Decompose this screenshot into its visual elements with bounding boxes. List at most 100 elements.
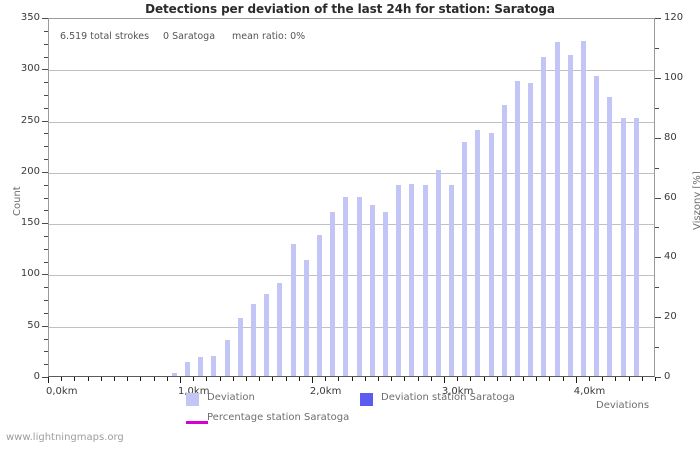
y2-tick-minor — [655, 227, 659, 229]
x-tick-minor — [457, 377, 459, 381]
bar — [501, 105, 507, 376]
x-tick-minor — [430, 377, 432, 381]
y-axis-left-title: Count — [12, 185, 23, 216]
y-tick-minor — [44, 197, 48, 199]
bar — [580, 40, 586, 376]
x-tick-minor — [509, 377, 511, 381]
y-tick-minor — [44, 133, 48, 135]
y-tick-label: 250 — [20, 114, 40, 126]
bar — [514, 80, 520, 376]
bar — [449, 185, 454, 376]
x-axis-title: Deviations — [596, 400, 650, 411]
bar — [264, 293, 270, 376]
bar — [356, 196, 362, 376]
x-tick-minor — [74, 377, 76, 381]
x-tick-minor — [114, 377, 115, 381]
bar — [330, 211, 336, 376]
x-tick-minor — [404, 377, 406, 381]
x-tick-label: 4,0km — [573, 386, 606, 397]
y-tick-major — [42, 120, 48, 122]
x-tick-minor — [377, 377, 379, 381]
x-tick-minor — [655, 377, 656, 381]
gridline — [49, 121, 654, 123]
y2-tick-minor — [655, 107, 659, 109]
y2-tick-minor — [655, 347, 659, 349]
bar — [488, 132, 494, 376]
watermark-link[interactable]: www.lightningmaps.org — [6, 432, 124, 443]
bar — [435, 169, 441, 376]
y2-tick-label: 120 — [664, 12, 684, 23]
x-tick-label: 2,0km — [309, 386, 342, 397]
x-tick-minor — [628, 377, 630, 381]
y-tick-minor — [44, 107, 48, 109]
bar — [251, 304, 256, 376]
bar — [290, 243, 296, 376]
x-tick-minor — [589, 377, 590, 381]
y-tick-major — [42, 18, 48, 19]
legend-label[interactable]: Deviation — [207, 392, 255, 403]
y2-tick-major — [655, 377, 661, 378]
y-tick-label: 0 — [33, 371, 40, 382]
x-tick-minor — [272, 377, 274, 381]
legend-label[interactable]: Percentage station Saratoga — [207, 412, 350, 423]
y-tick-major — [42, 223, 48, 225]
gridline — [49, 275, 654, 277]
y2-tick-label: 100 — [664, 71, 684, 83]
y-tick-label: 150 — [20, 217, 40, 229]
legend-line-marker — [186, 421, 208, 424]
y-tick-minor — [44, 43, 48, 45]
bar — [198, 356, 204, 376]
bar — [620, 117, 626, 376]
x-tick-minor — [496, 377, 498, 381]
y-tick-label: 350 — [20, 12, 40, 23]
bar — [567, 55, 573, 376]
y-tick-label: 200 — [20, 165, 40, 177]
x-tick-minor — [298, 377, 300, 381]
legend-label[interactable]: Deviation station Saratoga — [381, 392, 515, 403]
y-tick-minor — [44, 312, 48, 314]
y-tick-major — [42, 325, 48, 327]
bar — [541, 57, 547, 376]
y-tick-minor — [44, 351, 48, 353]
x-tick-minor — [219, 377, 221, 381]
y2-tick-label: 80 — [664, 131, 677, 143]
y-tick-label: 300 — [20, 63, 40, 75]
x-tick-minor — [364, 377, 366, 381]
x-tick-minor — [206, 377, 208, 381]
x-tick-minor — [325, 377, 327, 381]
bar — [554, 41, 560, 376]
x-tick-minor — [193, 377, 195, 381]
bar — [343, 196, 349, 376]
y-tick-minor — [44, 338, 48, 340]
x-tick-major — [575, 377, 577, 383]
annotation-text: 6.519 total strokes — [60, 31, 150, 42]
x-tick-minor — [483, 377, 485, 381]
y2-tick-major — [655, 18, 661, 19]
x-tick-minor — [100, 377, 102, 381]
bar — [369, 204, 375, 376]
y-tick-minor — [44, 248, 48, 250]
y2-tick-label: 60 — [664, 191, 677, 203]
x-tick-label: 3,0km — [441, 386, 474, 397]
y2-tick-minor — [655, 167, 659, 169]
y-tick-minor — [44, 94, 48, 96]
y-tick-major — [42, 69, 48, 71]
gridline — [49, 70, 654, 72]
x-tick-minor — [87, 377, 89, 381]
y-tick-minor — [44, 30, 48, 32]
x-tick-minor — [285, 377, 287, 381]
y2-tick-major — [655, 77, 661, 79]
y-tick-minor — [44, 261, 48, 263]
x-tick-minor — [61, 377, 63, 381]
x-tick-minor — [338, 377, 340, 381]
bar — [277, 282, 283, 376]
y-tick-minor — [44, 82, 48, 84]
y-tick-minor — [44, 300, 48, 302]
x-tick-minor — [140, 377, 142, 381]
y-tick-minor — [44, 364, 48, 366]
bar — [317, 234, 322, 376]
bar — [607, 97, 613, 376]
bar — [475, 129, 481, 376]
y-tick-minor — [44, 287, 48, 289]
x-tick-major — [180, 377, 181, 383]
